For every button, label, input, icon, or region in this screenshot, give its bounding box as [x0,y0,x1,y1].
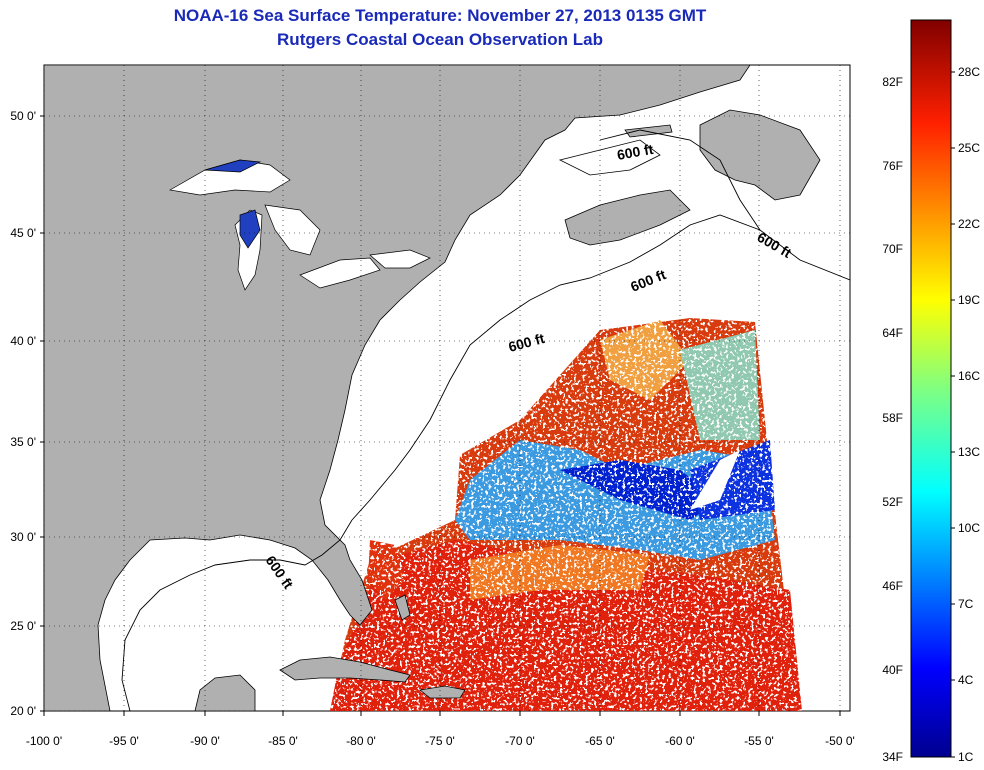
lon-label: -65 0' [585,734,615,748]
lat-label: 45 0' [10,226,36,240]
colorbar-c-label: 28C [958,65,980,79]
lat-label: 30 0' [10,530,36,544]
lat-label: 20 0' [10,704,36,718]
land [44,65,821,711]
colorbar-c-label: 7C [958,597,974,611]
colorbar-c-label: 13C [958,445,980,459]
colorbar-f-label: 46F [882,579,903,593]
latitude-axis: 50 0' 45 0' 40 0' 35 0' 30 0' 25 0' 20 0' [10,109,44,718]
lat-label: 35 0' [10,435,36,449]
lon-label: -90 0' [190,734,220,748]
lon-label: -85 0' [268,734,298,748]
lon-label: -70 0' [505,734,535,748]
lon-label: -100 0' [26,734,62,748]
longitude-axis: -100 0' -95 0' -90 0' -85 0' -80 0' -75 0' -70… [26,711,855,748]
colorbar-c-label: 25C [958,141,980,155]
colorbar [910,19,952,758]
lon-label: -55 0' [744,734,774,748]
colorbar-f-label: 70F [882,242,903,256]
colorbar-f-label: 76F [882,159,903,173]
lat-label: 50 0' [10,109,36,123]
colorbar-f-label: 34F [882,750,903,764]
colorbar-f-label: 58F [882,411,903,425]
lon-label: -80 0' [346,734,376,748]
lon-label: -60 0' [665,734,695,748]
lon-label: -50 0' [825,734,855,748]
colorbar-c-label: 22C [958,217,980,231]
colorbar-f-label: 64F [882,326,903,340]
lat-label: 25 0' [10,619,36,633]
contour-label-north: 600 ft [616,141,655,163]
colorbar-c-label: 4C [958,673,974,687]
lon-label: -95 0' [109,734,139,748]
title-line-1: NOAA-16 Sea Surface Temperature: Novembe… [173,6,707,25]
colorbar-f-label: 82F [882,75,903,89]
great-lakes [168,159,431,291]
colorbar-c-label: 16C [958,369,980,383]
colorbar-c-label: 1C [958,750,974,764]
colorbar-c-label: 19C [958,293,980,307]
colorbar-f-label: 40F [882,663,903,677]
colorbar-celsius-labels: 28C 25C 22C 19C 16C 13C 10C 7C 4C 1C [951,65,980,764]
colorbar-f-label: 52F [882,495,903,509]
lon-label: -75 0' [425,734,455,748]
colorbar-c-label: 10C [958,521,980,535]
title-line-2: Rutgers Coastal Ocean Observation Lab [277,30,603,49]
contour-lines [121,129,850,711]
colorbar-fahrenheit-labels: 82F 76F 70F 64F 58F 52F 46F 40F 34F [882,75,903,764]
lat-label: 40 0' [10,334,36,348]
